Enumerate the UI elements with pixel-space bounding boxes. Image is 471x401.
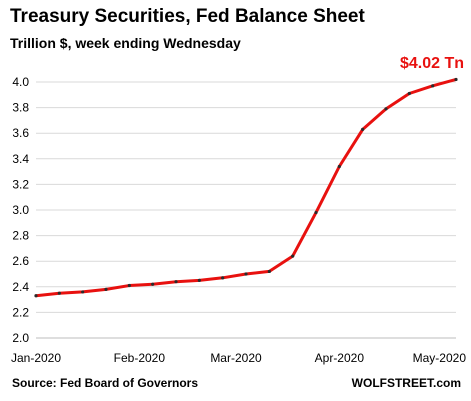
data-point xyxy=(407,91,411,96)
data-point xyxy=(34,294,38,298)
chart-subtitle: Trillion $, week ending Wednesday xyxy=(10,35,241,51)
y-tick-label: 2.8 xyxy=(12,229,29,243)
data-point xyxy=(244,272,248,276)
data-point xyxy=(57,291,61,295)
data-point xyxy=(267,269,271,274)
x-tick-label: Feb-2020 xyxy=(114,351,166,365)
data-point xyxy=(127,283,131,288)
x-axis: Jan-2020 Feb-2020 Mar-2020 Apr-2020 May-2020 xyxy=(11,351,466,365)
data-point xyxy=(431,84,435,88)
data-point xyxy=(384,107,388,111)
y-tick-label: 2.4 xyxy=(12,280,29,294)
data-point xyxy=(291,254,295,258)
data-point xyxy=(454,77,458,82)
y-tick-label: 3.8 xyxy=(12,101,29,115)
x-tick-label: Jan-2020 xyxy=(11,351,61,365)
data-point xyxy=(104,287,108,291)
data-point xyxy=(197,278,201,282)
y-tick-label: 3.2 xyxy=(12,177,29,191)
y-tick-label: 3.0 xyxy=(12,203,29,217)
data-point xyxy=(221,276,225,280)
data-point xyxy=(174,280,178,284)
data-point xyxy=(81,290,85,294)
chart-title: Treasury Securities, Fed Balance Sheet xyxy=(10,6,365,27)
x-tick-label: May-2020 xyxy=(413,351,467,365)
y-tick-label: 2.6 xyxy=(12,254,29,268)
brand-label: WOLFSTREET.com xyxy=(351,376,461,390)
y-axis: 2.0 2.2 2.4 2.6 2.8 3.0 3.2 3.4 3.6 3.8 4.0 xyxy=(12,75,29,345)
source-note: Source: Fed Board of Governors xyxy=(12,376,199,390)
series-layer xyxy=(34,77,458,298)
x-tick-label: Mar-2020 xyxy=(210,351,262,365)
series-line xyxy=(34,77,458,298)
y-tick-label: 2.2 xyxy=(12,305,29,319)
y-tick-label: 3.6 xyxy=(12,126,29,140)
data-point xyxy=(337,164,341,169)
y-tick-label: 2.0 xyxy=(12,331,29,345)
data-point xyxy=(151,282,155,286)
x-tick-label: Apr-2020 xyxy=(315,351,365,365)
y-tick-label: 3.4 xyxy=(12,152,29,166)
y-tick-label: 4.0 xyxy=(12,75,29,89)
data-point xyxy=(314,210,318,215)
data-point xyxy=(361,127,365,131)
value-callout: $4.02 Tn xyxy=(400,55,464,72)
gridlines xyxy=(36,81,456,339)
